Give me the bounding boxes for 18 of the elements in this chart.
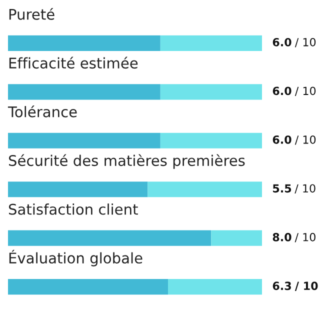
total-label: / 10 bbox=[294, 184, 316, 194]
y-tick-label: Efficacité estimée bbox=[9, 56, 138, 69]
total-label: / 10 bbox=[294, 86, 316, 96]
y-tick-label: Satisfaction client bbox=[8, 204, 138, 215]
data-label: 6.3 bbox=[272, 282, 291, 290]
data-label: 6.0 bbox=[272, 86, 292, 96]
y-tick-label: Pureté bbox=[9, 8, 54, 20]
data-label: 8.0 bbox=[272, 232, 292, 242]
total-label: / 10 bbox=[294, 282, 318, 291]
y-tick-label: Sécurité des matières premières bbox=[8, 154, 245, 169]
data-label: 6.0 bbox=[272, 135, 292, 144]
data-label: 6.0 bbox=[272, 38, 292, 46]
y-tick-label: Évaluation globale bbox=[9, 250, 142, 266]
total-label: / 10 bbox=[294, 38, 316, 48]
total-label: / 10 bbox=[294, 135, 316, 145]
total-label: / 10 bbox=[294, 232, 316, 242]
y-tick-label: Tolérance bbox=[8, 105, 77, 118]
data-label: 5.5 bbox=[273, 184, 292, 193]
